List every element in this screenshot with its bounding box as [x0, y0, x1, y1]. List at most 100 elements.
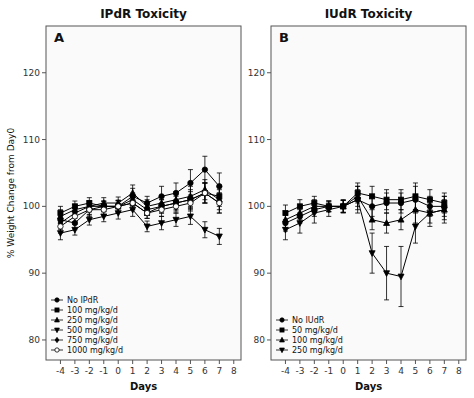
series-line — [285, 200, 444, 277]
point — [297, 221, 303, 227]
error-bar — [427, 200, 432, 227]
legend-marker — [280, 318, 284, 322]
error-bar — [341, 200, 346, 213]
point — [311, 211, 317, 217]
point — [145, 210, 150, 215]
y-tick — [42, 206, 46, 207]
legend-label: No IPdR — [67, 296, 99, 305]
y-tick-label: 80 — [254, 335, 266, 345]
point — [116, 203, 121, 210]
x-tick — [285, 360, 286, 364]
x-tick — [161, 360, 162, 364]
x-axis-label: Days — [355, 381, 382, 392]
point — [130, 200, 135, 205]
point — [369, 251, 375, 257]
x-tick — [314, 360, 315, 364]
x-tick — [190, 360, 191, 364]
x-tick — [118, 360, 119, 364]
point — [101, 207, 106, 212]
point — [340, 204, 346, 210]
series-line — [60, 193, 219, 213]
y-tick — [42, 72, 46, 73]
data-area — [57, 156, 222, 244]
x-tick-label: 8 — [456, 366, 462, 376]
error-bar — [384, 213, 389, 233]
x-tick-label: -1 — [99, 366, 108, 376]
error-bar — [188, 195, 193, 211]
x-tick — [74, 360, 75, 364]
x-tick-label: 6 — [202, 366, 208, 376]
legend-label: 1000 mg/kg/d — [67, 346, 123, 355]
x-tick — [386, 360, 387, 364]
error-bar — [413, 210, 418, 243]
point — [370, 194, 375, 199]
point — [384, 271, 390, 277]
error-bar — [58, 220, 63, 233]
legend-label: 250 mg/kg/d — [67, 316, 118, 325]
x-tick-label: 5 — [413, 366, 419, 376]
point — [159, 221, 165, 227]
error-bar — [399, 246, 404, 306]
error-bar — [217, 228, 222, 244]
x-tick-label: -2 — [310, 366, 319, 376]
legend-label: 250 mg/kg/d — [292, 346, 343, 355]
error-bar — [145, 208, 150, 219]
y-tick — [267, 72, 271, 73]
error-bar — [116, 200, 121, 212]
error-bar — [283, 220, 288, 240]
error-bar — [355, 186, 360, 213]
error-bar — [145, 221, 150, 232]
legend: No IPdR100 mg/kg/d250 mg/kg/d500 mg/kg/d… — [51, 296, 123, 355]
error-bar — [217, 193, 222, 213]
error-bar — [174, 213, 179, 226]
y-tick — [267, 273, 271, 274]
x-tick — [204, 360, 205, 364]
legend-marker — [55, 308, 59, 312]
point — [86, 217, 92, 223]
error-bar — [384, 190, 389, 210]
point — [217, 200, 222, 205]
x-tick-label: -1 — [324, 366, 333, 376]
point — [355, 197, 360, 202]
point — [187, 214, 193, 220]
error-bar — [87, 204, 92, 215]
x-tick-label: 4 — [173, 366, 179, 376]
x-tick-label: 2 — [144, 366, 150, 376]
point — [398, 274, 404, 280]
error-bar — [312, 203, 317, 223]
error-bar — [174, 200, 179, 213]
error-bar — [130, 196, 135, 209]
x-tick — [415, 360, 416, 364]
error-bar — [399, 190, 404, 210]
panel: -4-3-2-10123456788090100110120IPdR Toxic… — [6, 7, 241, 392]
error-bar — [159, 216, 164, 229]
error-bar — [384, 246, 389, 299]
error-bar — [297, 213, 302, 233]
error-bar — [202, 156, 207, 183]
legend-label: 100 mg/kg/d — [292, 336, 343, 345]
plot-area — [271, 26, 466, 360]
legend-label: 100 mg/kg/d — [67, 306, 118, 315]
point — [58, 224, 63, 229]
x-tick — [219, 360, 220, 364]
error-bar — [87, 214, 92, 225]
x-tick — [444, 360, 445, 364]
point — [202, 190, 207, 195]
plot-area — [46, 26, 241, 360]
error-bar — [202, 222, 207, 238]
x-tick-label: 7 — [216, 366, 222, 376]
y-tick — [267, 139, 271, 140]
point — [202, 190, 207, 197]
point — [130, 200, 135, 205]
x-tick — [103, 360, 104, 364]
x-tick-label: 3 — [159, 366, 165, 376]
error-bar — [72, 224, 77, 235]
legend-label: No IUdR — [292, 316, 325, 325]
legend-marker — [280, 337, 285, 342]
x-tick — [176, 360, 177, 364]
x-tick-label: 8 — [231, 366, 237, 376]
y-tick — [42, 139, 46, 140]
point — [427, 211, 433, 217]
x-tick — [343, 360, 344, 364]
point — [441, 206, 447, 212]
